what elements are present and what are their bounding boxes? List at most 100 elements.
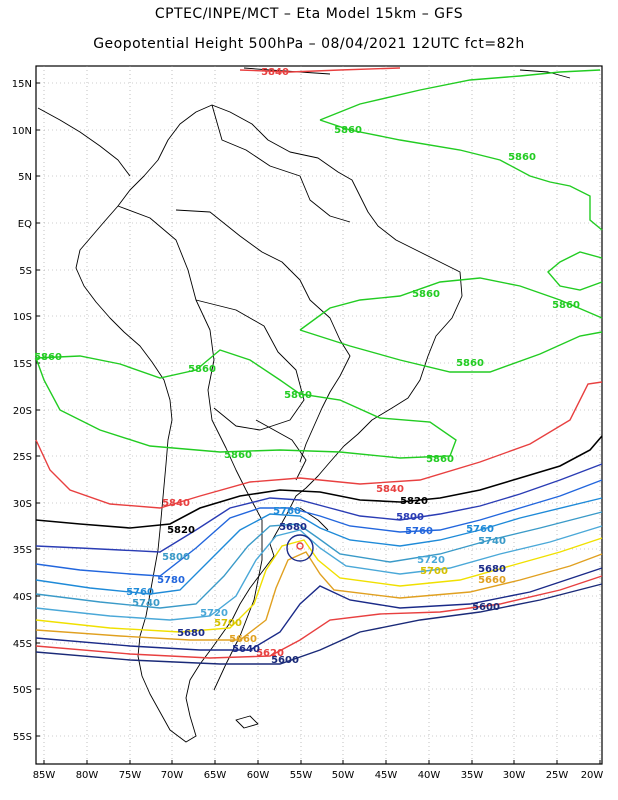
label-5820-east: 5820 — [400, 496, 428, 507]
label-5680-east: 5680 — [478, 564, 506, 575]
label-5860-brazil: 5860 — [284, 390, 312, 401]
contour-5620-line — [35, 575, 603, 659]
lat-label-15n: 15N — [12, 79, 32, 90]
contour-labels: 5840 5860 5860 5860 5860 5860 5860 5860 … — [34, 67, 580, 666]
lon-label-45w: 45W — [375, 770, 398, 781]
lon-label-85w: 85W — [33, 770, 56, 781]
label-5640-south: 5640 — [232, 644, 260, 655]
contour-5860 — [35, 69, 603, 459]
coastlines — [37, 67, 571, 743]
brazil-border — [175, 209, 351, 463]
lon-label-35w: 35W — [461, 770, 484, 781]
graticule — [36, 66, 602, 764]
label-5860-north: 5860 — [334, 125, 362, 136]
contour-5720-line — [35, 525, 603, 621]
contour-5780-line — [35, 479, 603, 577]
lat-label-55s: 55S — [13, 732, 32, 743]
contour-5840 — [35, 67, 603, 509]
label-5720-east: 5720 — [417, 555, 445, 566]
lat-label-50s: 50S — [13, 685, 32, 696]
label-5840-east: 5840 — [376, 484, 404, 495]
label-5860-bolivia: 5860 — [188, 364, 216, 375]
south-america-outline — [75, 104, 463, 743]
lon-label-55w: 55W — [290, 770, 313, 781]
label-5760-far-east: 5760 — [466, 524, 494, 535]
map-subtitle: Geopotential Height 500hPa – 08/04/2021 … — [93, 36, 525, 52]
contour-5600-line — [35, 583, 603, 665]
contour-5700-line — [35, 537, 603, 633]
longitude-labels: 85W 80W 75W 70W 65W 60W 55W 50W 45W 40W … — [33, 770, 604, 781]
label-5600-east: 5600 — [472, 602, 500, 613]
contour-5800-line — [35, 463, 603, 553]
latitude-labels: 15N 10N 5N EQ 5S 10S 15S 20S 25S 30S 35S… — [12, 79, 32, 743]
label-5800-east: 5800 — [396, 512, 424, 523]
lat-label-10s: 10S — [13, 312, 32, 323]
guianas-border — [299, 175, 351, 223]
lat-label-35s: 35S — [13, 545, 32, 556]
trough-contours — [35, 463, 603, 665]
lat-label-20s: 20S — [13, 406, 32, 417]
label-5620-south: 5620 — [256, 648, 284, 659]
lat-label-40s: 40S — [13, 592, 32, 603]
falklands — [235, 715, 259, 729]
lon-label-60w: 60W — [247, 770, 270, 781]
label-5860-far-east: 5860 — [552, 300, 580, 311]
low-center-inner — [296, 542, 304, 550]
label-5680-west: 5680 — [177, 628, 205, 639]
label-5860-west: 5860 — [34, 352, 62, 363]
lat-label-5n: 5N — [18, 172, 32, 183]
contour-5680-line — [35, 551, 603, 641]
lat-label-5s: 5S — [19, 266, 32, 277]
argentina-border — [213, 489, 263, 691]
contour-5740-line — [35, 511, 603, 609]
contour-5820 — [35, 435, 603, 529]
label-5800-west: 5800 — [162, 552, 190, 563]
label-5720-west: 5720 — [200, 608, 228, 619]
map-frame — [35, 65, 603, 765]
lon-label-30w: 30W — [503, 770, 526, 781]
low-center-ring — [286, 534, 314, 562]
lat-label-eq: EQ — [18, 219, 32, 230]
label-5780-west: 5780 — [157, 575, 185, 586]
label-5820-west: 5820 — [167, 525, 195, 536]
lon-label-80w: 80W — [76, 770, 99, 781]
axis-ticks — [36, 82, 601, 764]
label-5760-east: 5760 — [405, 526, 433, 537]
lon-label-75w: 75W — [119, 770, 142, 781]
contour-5760-line — [35, 497, 603, 595]
lon-label-70w: 70W — [161, 770, 184, 781]
label-5860-ne: 5860 — [508, 152, 536, 163]
lat-label-25s: 25S — [13, 452, 32, 463]
label-5840-north: 5840 — [261, 67, 289, 78]
lon-label-25w: 25W — [546, 770, 569, 781]
bolivia-border — [195, 299, 305, 431]
lat-label-15s: 15S — [13, 359, 32, 370]
lon-label-65w: 65W — [204, 770, 227, 781]
lon-label-20w: 20W — [581, 770, 604, 781]
label-5740-east: 5740 — [478, 536, 506, 547]
lat-label-10n: 10N — [12, 126, 32, 137]
label-5760-west: 5760 — [126, 587, 154, 598]
label-5860-se: 5860 — [426, 454, 454, 465]
label-5840-west: 5840 — [162, 498, 190, 509]
lon-label-50w: 50W — [332, 770, 355, 781]
lon-label-40w: 40W — [418, 770, 441, 781]
label-5760-center: 5760 — [273, 506, 301, 517]
label-5860-east: 5860 — [412, 289, 440, 300]
label-5740-west: 5740 — [132, 598, 160, 609]
label-5660-west: 5660 — [229, 634, 257, 645]
label-5680-center: 5680 — [279, 522, 307, 533]
lat-label-30s: 30S — [13, 499, 32, 510]
label-5860-atlantic: 5860 — [456, 358, 484, 369]
label-5860-south: 5860 — [224, 450, 252, 461]
lat-label-45s: 45S — [13, 639, 32, 650]
venezuela-border — [211, 104, 301, 177]
label-5600-south: 5600 — [271, 655, 299, 666]
central-america — [37, 107, 131, 177]
label-5700-east: 5700 — [420, 566, 448, 577]
andes-borders — [117, 205, 247, 491]
label-5660-east: 5660 — [478, 575, 506, 586]
contour-5660-line — [35, 567, 603, 651]
caribbean-islands — [243, 67, 571, 79]
